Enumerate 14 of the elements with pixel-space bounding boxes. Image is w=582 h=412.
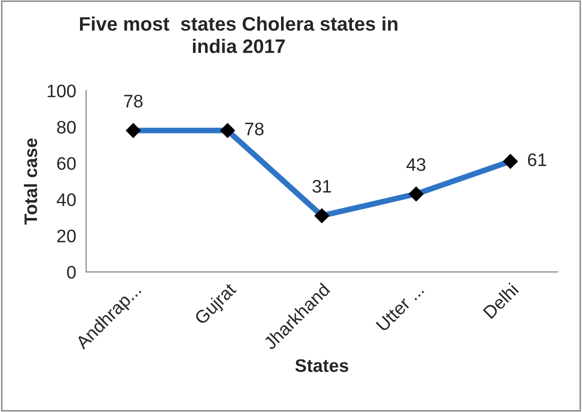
x-axis-title: States <box>295 359 348 372</box>
y-tick-label: 40 <box>56 193 76 206</box>
data-label: 31 <box>312 180 332 193</box>
data-label: 78 <box>245 122 264 136</box>
y-tick-label: 60 <box>57 157 76 170</box>
y-tick-label: 20 <box>57 230 76 242</box>
y-tick-label: 100 <box>48 84 76 98</box>
chart-title: Five most states Cholera states in india 2017 <box>80 16 398 54</box>
data-label: 61 <box>528 153 546 166</box>
data-label: 43 <box>406 158 426 171</box>
y-tick-label: 80 <box>57 120 76 134</box>
y-tick-label: 0 <box>67 266 76 279</box>
data-label: 78 <box>124 94 143 108</box>
y-axis-title: Total case <box>24 138 38 225</box>
